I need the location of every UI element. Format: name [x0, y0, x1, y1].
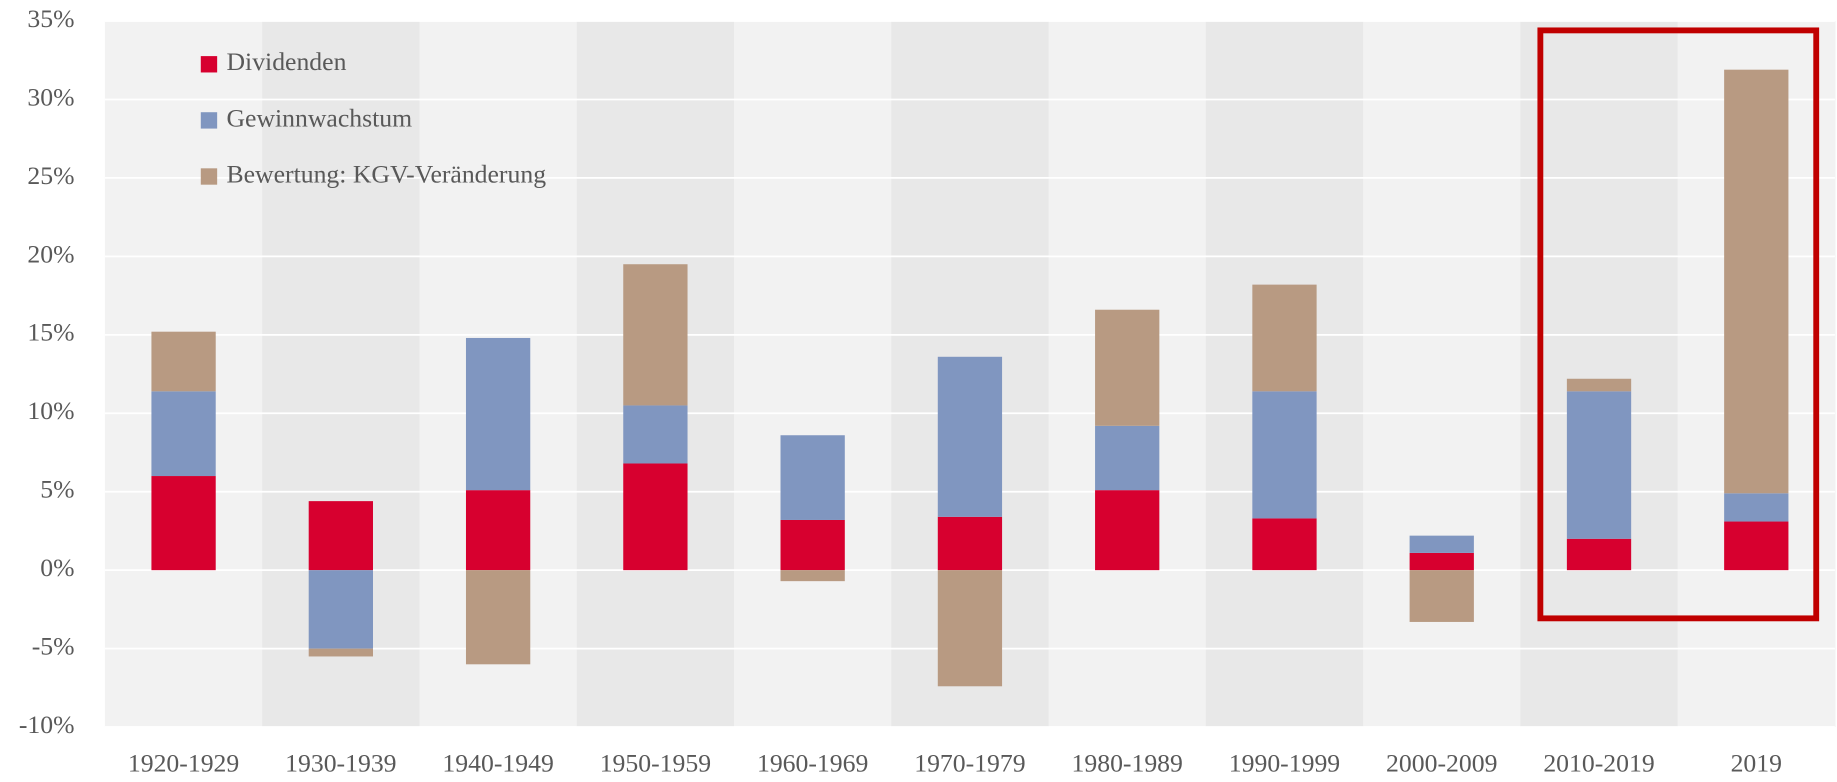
- bar-segment: [151, 331, 216, 392]
- bar-segment: [623, 405, 688, 464]
- bar-segment: [1724, 69, 1789, 494]
- y-tick-label: 35%: [27, 4, 74, 33]
- bar-segment: [937, 570, 1003, 687]
- bar-segment: [780, 519, 845, 571]
- bar-segment: [1724, 521, 1789, 571]
- legend-swatch: [200, 112, 218, 129]
- bar-segment: [780, 570, 845, 582]
- legend-swatch: [200, 168, 218, 185]
- bar-segment: [1409, 552, 1474, 571]
- bar-segment: [623, 463, 688, 571]
- y-tick-label: -5%: [32, 632, 75, 661]
- x-tick-label: 1980-1989: [1072, 749, 1183, 778]
- legend-swatch: [200, 56, 218, 73]
- bar-segment: [151, 391, 216, 477]
- y-tick-label: 20%: [27, 239, 74, 268]
- y-tick-label: 25%: [27, 161, 74, 190]
- x-tick-label: 2000-2009: [1386, 749, 1497, 778]
- legend-label: Gewinnwachstum: [227, 103, 413, 132]
- y-tick-label: 5%: [40, 475, 74, 504]
- x-tick-label: 1920-1929: [128, 749, 239, 778]
- bar-segment: [1252, 518, 1317, 571]
- x-tick-label: 1930-1939: [285, 749, 396, 778]
- bar-segment: [1409, 570, 1474, 622]
- bar-segment: [308, 570, 373, 649]
- bar-segment: [1566, 378, 1632, 392]
- x-tick-label: 1960-1969: [757, 749, 868, 778]
- bar-segment: [1566, 538, 1632, 571]
- bar-segment: [1095, 309, 1160, 426]
- bar-segment: [1252, 284, 1317, 392]
- x-tick-label: 1970-1979: [914, 749, 1025, 778]
- bar-segment: [308, 501, 373, 571]
- bar-segment: [308, 648, 373, 657]
- x-tick-label: 1990-1999: [1229, 749, 1340, 778]
- y-tick-label: 30%: [27, 82, 74, 111]
- bar-segment: [465, 490, 531, 571]
- bar-segment: [465, 570, 531, 665]
- plot-band: [734, 21, 892, 728]
- bar-segment: [1724, 493, 1789, 522]
- x-tick-label: 1940-1949: [442, 749, 553, 778]
- bar-segment: [780, 435, 845, 520]
- x-tick-label: 2019: [1731, 749, 1782, 778]
- bar-segment: [465, 337, 531, 491]
- bar-segment: [1095, 490, 1160, 571]
- legend-label: Dividenden: [227, 47, 347, 76]
- y-tick-label: 15%: [27, 318, 74, 347]
- bar-segment: [1409, 535, 1474, 553]
- bar-segment: [151, 476, 216, 571]
- y-tick-label: 0%: [40, 553, 74, 582]
- bar-segment: [1566, 391, 1632, 539]
- bar-segment: [1095, 425, 1160, 491]
- bar-segment: [937, 516, 1003, 571]
- x-tick-label: 2010-2019: [1543, 749, 1654, 778]
- plot-band: [1520, 21, 1679, 728]
- y-tick-label: -10%: [19, 710, 75, 739]
- x-tick-label: 1950-1959: [600, 749, 711, 778]
- bar-segment: [623, 264, 688, 406]
- y-tick-label: 10%: [27, 396, 74, 425]
- bar-segment: [1252, 391, 1317, 519]
- bar-segment: [937, 356, 1003, 517]
- legend-label: Bewertung: KGV-Veränderung: [227, 159, 547, 188]
- highlight-box: [1537, 27, 1820, 622]
